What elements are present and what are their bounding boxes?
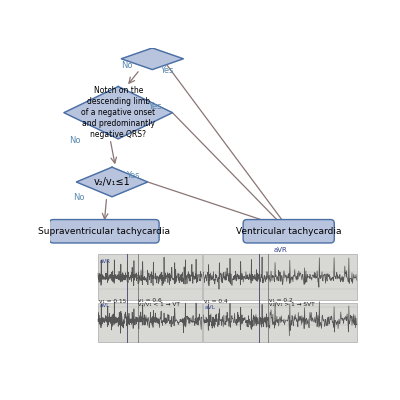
Text: Notch on the
descending limb
of a negative onset
and predominantly
negative QRS?: Notch on the descending limb of a negati… xyxy=(81,86,155,139)
Polygon shape xyxy=(121,48,183,70)
Text: No: No xyxy=(121,61,133,70)
Bar xyxy=(204,254,357,300)
Text: aVL: aVL xyxy=(100,303,110,308)
Text: aVR: aVR xyxy=(273,247,287,253)
FancyBboxPatch shape xyxy=(243,220,334,243)
Bar xyxy=(98,303,202,342)
FancyBboxPatch shape xyxy=(49,220,159,243)
Text: v₂/v₁≤1: v₂/v₁≤1 xyxy=(94,177,130,187)
Text: v₁ = 0.4: v₁ = 0.4 xyxy=(204,299,228,304)
Bar xyxy=(98,254,202,300)
Text: v₂/v₁ < 1 → VT: v₂/v₁ < 1 → VT xyxy=(138,302,180,306)
Text: v₁ = 0.15: v₁ = 0.15 xyxy=(99,299,126,304)
Text: Yes: Yes xyxy=(126,171,140,180)
Bar xyxy=(204,303,357,342)
Polygon shape xyxy=(76,167,148,197)
Polygon shape xyxy=(64,86,172,139)
Text: aVL: aVL xyxy=(204,304,215,310)
Text: v₁ = 0.2: v₁ = 0.2 xyxy=(269,298,292,304)
Text: Yes: Yes xyxy=(148,102,162,111)
Text: Supraventricular tachycardia: Supraventricular tachycardia xyxy=(38,227,170,236)
Text: aVR: aVR xyxy=(100,259,110,264)
Text: v₁ = 0.6: v₁ = 0.6 xyxy=(138,298,162,304)
Text: No: No xyxy=(69,136,81,146)
Text: Yes: Yes xyxy=(160,66,174,75)
Text: Ventricular tachycardia: Ventricular tachycardia xyxy=(236,227,342,236)
Text: No: No xyxy=(73,193,84,202)
Text: v₂/v₁ > 1 → SVT: v₂/v₁ > 1 → SVT xyxy=(269,302,314,306)
